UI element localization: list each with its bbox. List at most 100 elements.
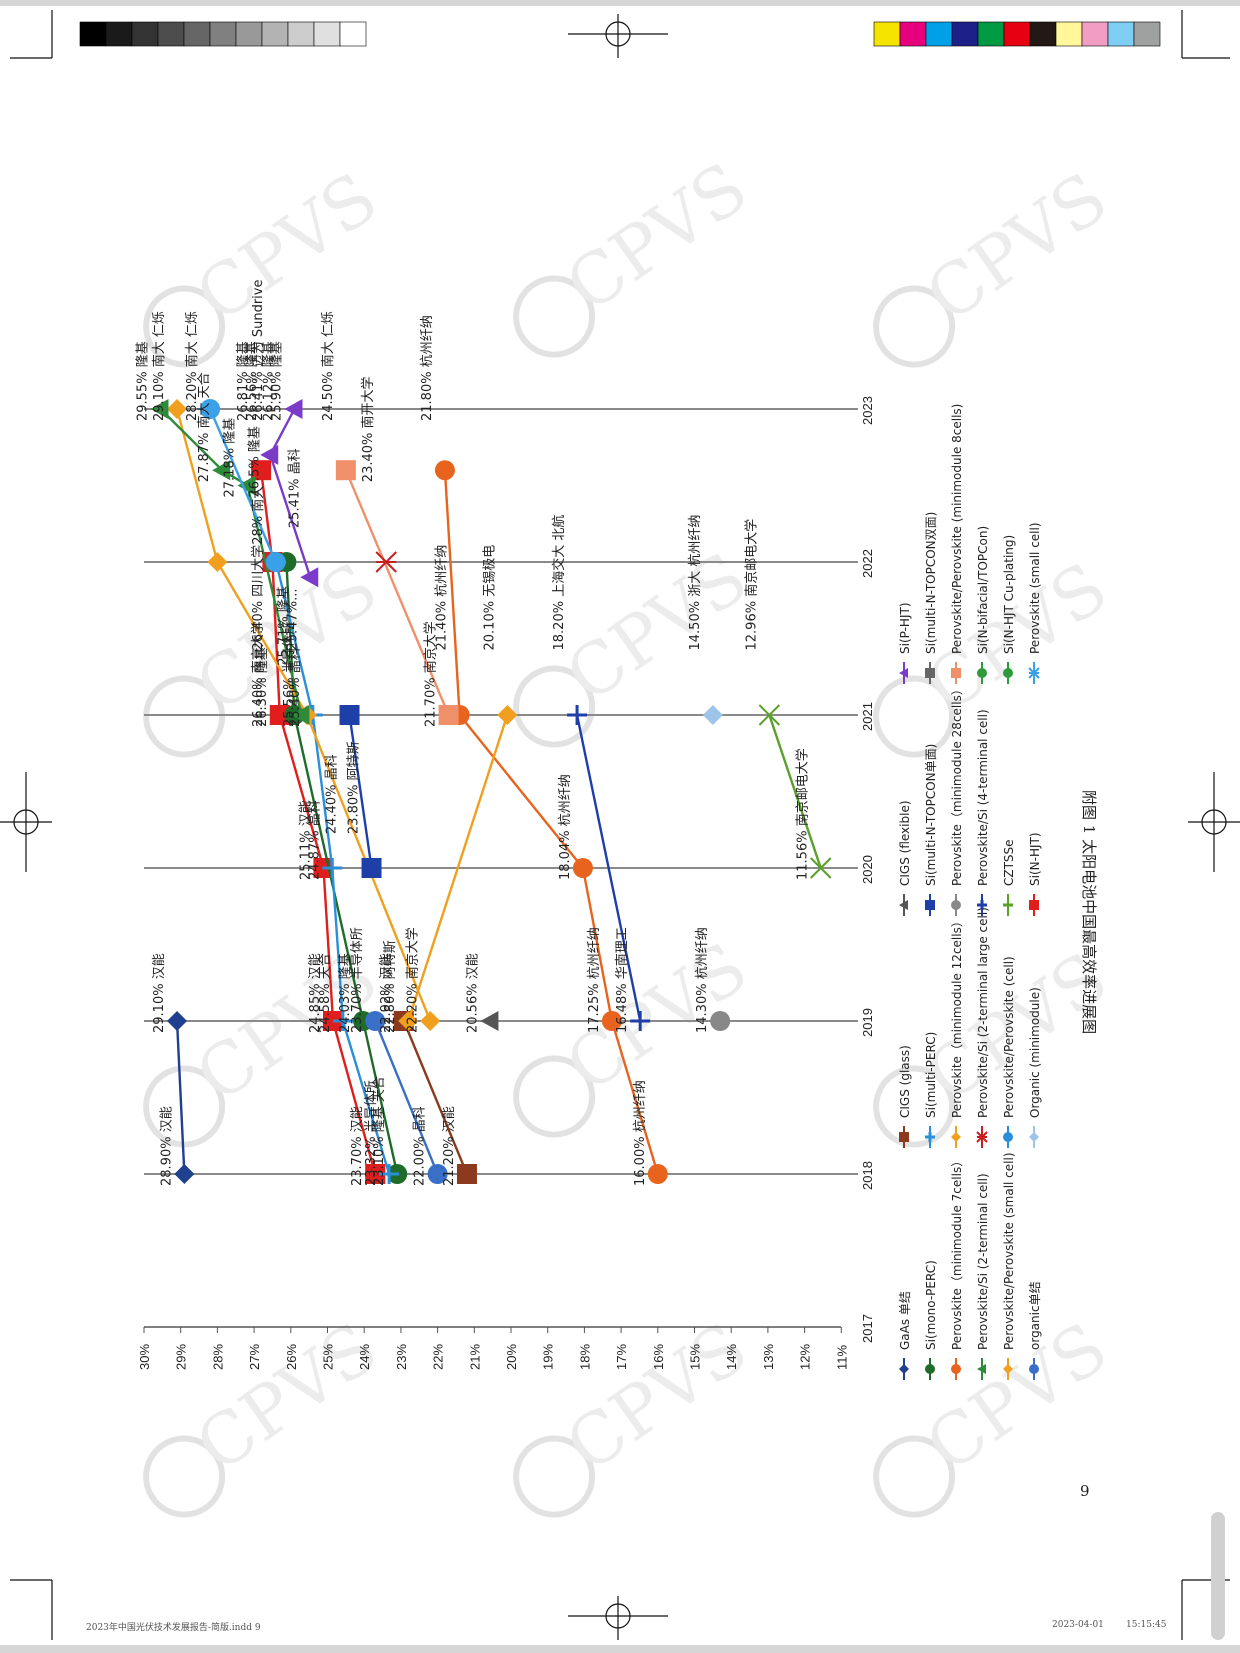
data-label: 21.40% 杭州纤纳 (435, 545, 450, 651)
y-tick-label: 17% (614, 1344, 629, 1370)
series-line (407, 714, 509, 1022)
data-label: 27.18% 隆基 (222, 418, 237, 498)
legend-item: Si(P-HJT) (898, 602, 912, 684)
legend-marker (977, 1364, 986, 1374)
data-point (630, 1011, 651, 1031)
data-point (150, 399, 169, 419)
legend-label: Si(N-HJT) (1028, 832, 1042, 886)
data-point (332, 1011, 353, 1031)
data-label: 26.41% 迈为 Sundrive (251, 280, 266, 421)
y-tick-label: 26% (284, 1344, 299, 1370)
gray-swatch (339, 21, 367, 47)
data-point (702, 705, 723, 725)
legend-marker (977, 900, 987, 910)
legend-marker (1003, 668, 1013, 678)
series-perovskite-minimodule-28cells (710, 1011, 731, 1031)
data-label: 22.00% 晶科 (413, 1106, 428, 1186)
series-line (259, 470, 377, 1175)
legend-item: Perovskite（minimodule 7cells） (950, 1155, 964, 1380)
x-tick-label: 2020 (860, 855, 875, 884)
data-point (710, 1011, 731, 1031)
legend-label: organic单结 (1028, 1281, 1042, 1350)
gray-swatch (209, 21, 237, 47)
data-label: 28.20% 南大 仁烁 (184, 311, 200, 421)
data-label: 14.50% 浙大 杭州纤纳 (688, 515, 703, 651)
legend-label: Si(N-HJT Cu-plating) (1002, 535, 1016, 654)
y-tick-label: 20% (504, 1344, 519, 1370)
x-tick-label: 2022 (860, 549, 875, 578)
legend-marker (1028, 667, 1040, 679)
scrollbar-thumb[interactable] (1211, 1512, 1225, 1640)
legend-label: Perovskite（minimodule 7cells） (950, 1155, 964, 1350)
gray-swatch (157, 21, 185, 47)
color-swatch (925, 21, 953, 47)
gray-swatch (235, 21, 263, 47)
legend-label: Perovskite/Perovskite (small cell) (1002, 1152, 1016, 1350)
series-line (575, 714, 642, 1022)
data-point (361, 858, 382, 878)
y-tick-label: 22% (431, 1344, 446, 1370)
data-label: 18.20% 上海交大 北航 (551, 515, 567, 651)
watermark-text: CPVS (912, 1307, 1122, 1488)
legend-item: Si(multi-N-TOPCON单面) (924, 744, 938, 916)
data-point (438, 705, 459, 725)
data-point (398, 1011, 419, 1031)
legend-label: Perovskite/Si (2-terminal cell) (976, 1173, 990, 1350)
data-label: 24.03% 隆基 (338, 953, 353, 1033)
data-point (260, 444, 279, 465)
footer-filename: 2023年中国光伏技术发展报告-简版.indd 9 (86, 1623, 261, 1633)
figure-caption: 附图 1 太阳电池中国最高效率进展图 (1080, 790, 1098, 1035)
data-label: 22.20% 南京大学 (404, 927, 420, 1033)
data-label: 26.40% 南京大学 (250, 621, 266, 727)
chart-axes: 2017 2018 2019 2020 2021 2022 2023 30% 29% 28% 27%… (137, 396, 875, 1370)
y-tick-label: 25% (321, 1344, 336, 1370)
data-label: 23.10% 隆基 天合 (372, 1076, 387, 1186)
data-label: 26.5% 隆基 (247, 426, 262, 497)
y-tick-label: 12% (798, 1344, 813, 1370)
data-point (339, 705, 360, 725)
data-point (810, 857, 832, 879)
legend-label: Perovskite（minimodule 12cells） (950, 915, 964, 1118)
y-tick-label: 29% (174, 1344, 189, 1370)
legend-item: Si(N-bifacial/TOPCon) (976, 526, 990, 684)
legend-label: Si(multi-N-TOPCON双面) (924, 512, 938, 654)
data-point (251, 460, 272, 481)
x-tick-label: 2019 (860, 1008, 875, 1037)
data-point (480, 1011, 499, 1031)
legend-item: Perovskite/Si (4-terminal cell) (976, 709, 990, 916)
series-line (344, 469, 450, 716)
data-label: 23.70% 汉能 (350, 1106, 365, 1186)
data-label: 26.40% 四川大学28% 南大 (250, 486, 266, 651)
data-label: 24.87% 晶科 (307, 800, 322, 880)
data-label: 25.41% 晶科 (287, 448, 302, 528)
data-label: 23.40% 南开大学 (360, 376, 376, 482)
legend-item: organic单结 (1028, 1281, 1042, 1380)
legend-marker (1003, 1132, 1013, 1142)
gray-swatch (313, 21, 341, 47)
legend-item: Perovskite/Si (2-terminal cell) (976, 1173, 990, 1380)
data-point (375, 551, 397, 573)
legend-label: GaAs 单结 (898, 1291, 912, 1350)
legend-item: Si(N-HJT) (1028, 832, 1042, 916)
legend-marker (899, 668, 908, 678)
watermark-text: CPVS (552, 537, 762, 718)
legend-marker (977, 668, 987, 678)
y-tick-label: 23% (394, 1344, 409, 1370)
data-point (497, 705, 518, 725)
data-label: 24.50% 南大 仁烁 (320, 311, 336, 421)
data-label: 20.10% 无锡极电 (482, 545, 497, 651)
legend-item: CZTSSe (1002, 839, 1016, 916)
data-point (167, 1011, 188, 1031)
data-label: 26.12% 隆基 (261, 341, 276, 421)
data-point (284, 399, 303, 419)
series-cztsse (758, 704, 832, 879)
series-line (374, 1020, 439, 1175)
legend-item: Perovskite/Perovskite (small cell) (1002, 1152, 1016, 1380)
data-label: 11.56% 南京邮电大学 (795, 748, 811, 880)
legend-item: Perovskite/Perovskite (cell) (1002, 956, 1016, 1148)
data-label: 24.85% 汉能 (308, 953, 323, 1033)
legend-item: Si(N-HJT Cu-plating) (1002, 535, 1016, 684)
series-line (208, 408, 277, 563)
gray-swatch (105, 21, 133, 47)
